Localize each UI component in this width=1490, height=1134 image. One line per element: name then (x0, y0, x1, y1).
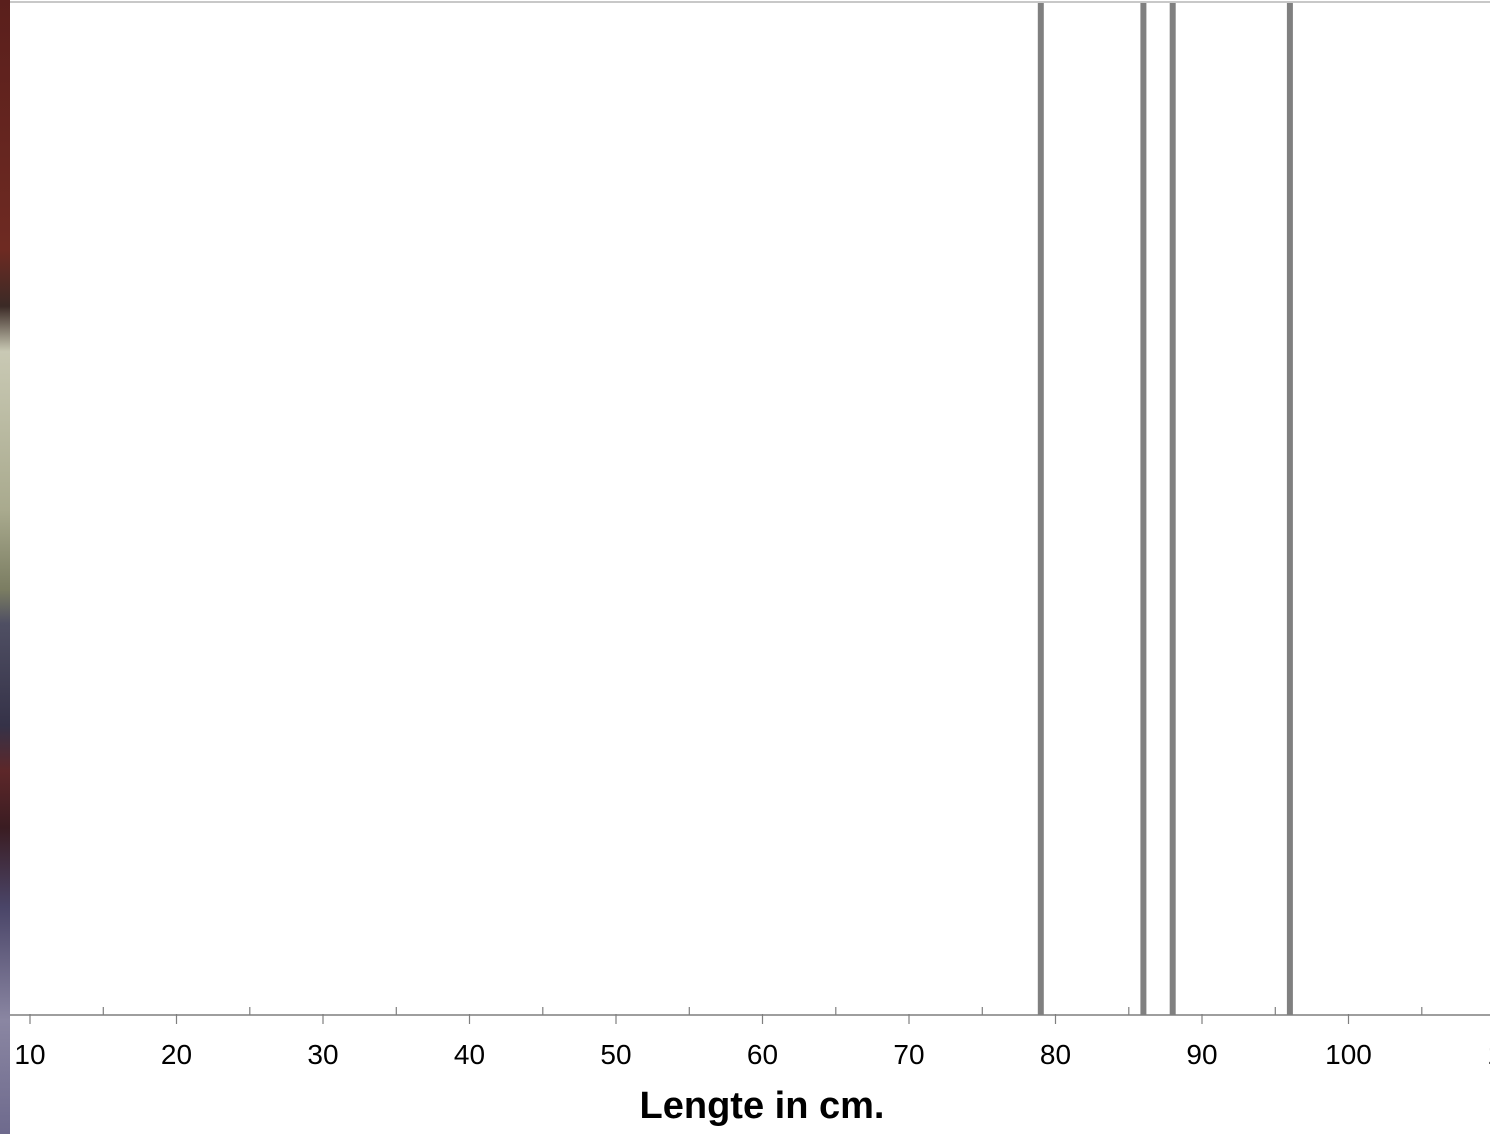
x-axis-ticks (29, 1007, 1423, 1024)
x-tick-label: 80 (1040, 1039, 1071, 1070)
background-photo-strip (0, 0, 10, 1134)
x-tick-label: 50 (600, 1039, 631, 1070)
bars-layer (1037, 3, 1293, 1015)
x-tick-label: 20 (161, 1039, 192, 1070)
x-tick-label: 100 (1325, 1039, 1372, 1070)
x-tick-label: 60 (747, 1039, 778, 1070)
bar-3 (1169, 3, 1176, 1015)
x-tick-label: 90 (1186, 1039, 1217, 1070)
bar-2 (1140, 3, 1147, 1015)
x-tick-label: 40 (454, 1039, 485, 1070)
x-axis-tick-labels: 10 20 30 40 50 60 70 80 90 100 1 (14, 1039, 1490, 1070)
bar-4 (1286, 3, 1293, 1015)
x-tick-label: 70 (893, 1039, 924, 1070)
x-tick-label: 10 (14, 1039, 45, 1070)
x-axis-title: Lengte in cm. (640, 1085, 885, 1127)
bar-1 (1037, 3, 1044, 1015)
x-tick-label: 30 (307, 1039, 338, 1070)
x-tick-label: 1 (1487, 1039, 1490, 1070)
